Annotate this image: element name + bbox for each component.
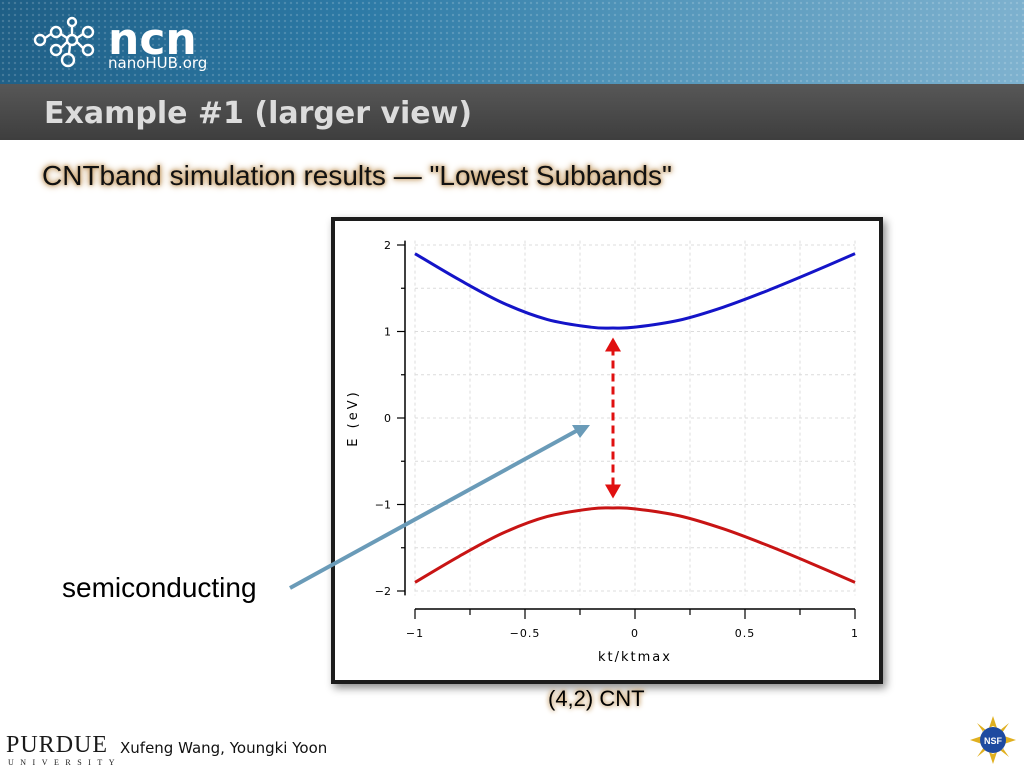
chart-caption: (4,2) CNT — [548, 686, 645, 711]
y-tick-label: 2 — [384, 239, 391, 252]
page-title: Example #1 (larger view) — [44, 96, 473, 131]
banner-pattern — [0, 0, 1024, 84]
nsf-logo-text: NSF — [984, 736, 1003, 746]
slide-subtitle: CNTband simulation results — "Lowest Sub… — [42, 160, 672, 191]
y-tick-label: −2 — [375, 585, 391, 598]
purdue-wordmark: PURDUE — [6, 732, 109, 758]
conduction-band-curve — [414, 252, 856, 330]
x-tick-label: 0 — [631, 627, 639, 640]
semiconducting-label: semiconducting — [62, 572, 257, 603]
purdue-subtext: UNIVERSITY — [8, 758, 121, 767]
band-structure-chart: 2 1 0 −1 −2 −1 −0.5 0 0.5 1 kt/ktmax E (eV) — [346, 239, 859, 665]
logo-subtext[interactable]: nanoHUB.org — [108, 54, 208, 72]
x-tick-label: 1 — [851, 627, 859, 640]
header-banner: ncn nanoHUB.org — [0, 0, 1024, 84]
gap-arrowhead-top — [605, 337, 621, 352]
nsf-logo: NSF — [970, 716, 1016, 764]
ncn-logo: ncn — [33, 14, 197, 68]
y-axis-label: E (eV) — [346, 389, 361, 446]
title-bar — [0, 84, 1024, 140]
x-tick-label: −1 — [406, 627, 424, 640]
authors: Xufeng Wang, Youngki Yoon — [120, 739, 328, 757]
y-tick-label: 0 — [384, 412, 391, 425]
x-tick-label: −0.5 — [510, 627, 541, 640]
y-tick-label: 1 — [384, 326, 391, 339]
chart-frame: 2 1 0 −1 −2 −1 −0.5 0 0.5 1 kt/ktmax E (eV) — [331, 217, 883, 684]
logo-text: ncn — [108, 14, 197, 65]
gap-arrowhead-bottom — [605, 484, 621, 499]
purdue-logo: PURDUE UNIVERSITY — [6, 732, 115, 767]
x-tick-label: 0.5 — [735, 627, 756, 640]
x-axis-label: kt/ktmax — [598, 650, 672, 665]
y-tick-label: −1 — [375, 499, 391, 512]
